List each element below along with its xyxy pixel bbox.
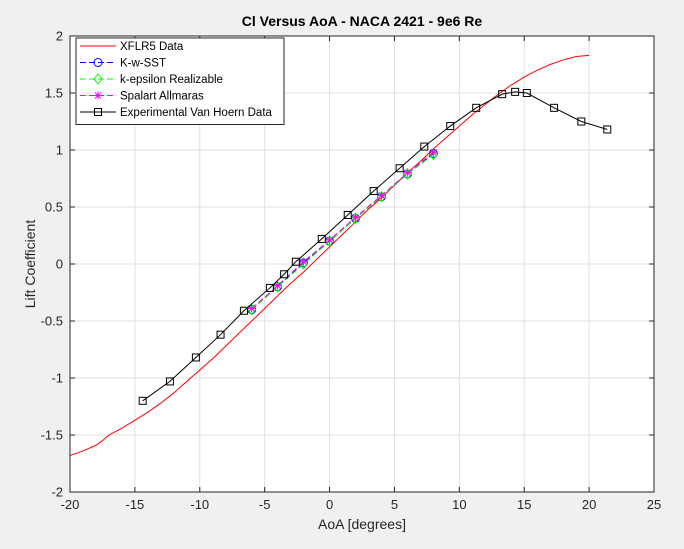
x-tick-label: -5 bbox=[259, 497, 271, 512]
y-tick-label: 0 bbox=[56, 257, 63, 272]
x-tick-label: -20 bbox=[61, 497, 80, 512]
data-point-k-epsilon-realizable bbox=[350, 212, 361, 225]
data-point-k-epsilon-realizable bbox=[273, 280, 283, 293]
data-point-k-epsilon-realizable bbox=[298, 258, 309, 270]
series-layer bbox=[70, 54, 612, 456]
y-tick-label: -1 bbox=[51, 371, 63, 386]
data-point-k-epsilon-realizable bbox=[376, 190, 387, 203]
legend-marker bbox=[94, 91, 102, 100]
legend-label: Spalart Allmaras bbox=[120, 91, 204, 103]
legend-item: XFLR5 Data bbox=[80, 41, 184, 53]
series-spalart-allmaras bbox=[247, 148, 438, 313]
legend-label: XFLR5 Data bbox=[120, 41, 184, 53]
series-line-xflr5-data bbox=[70, 54, 590, 456]
data-point-experimental-van-hoern-data bbox=[420, 142, 429, 151]
y-tick-label: 0.5 bbox=[45, 200, 63, 215]
data-point-spalart-allmaras bbox=[325, 236, 334, 245]
series-line-k-epsilon-realizable bbox=[251, 154, 434, 310]
data-point-experimental-van-hoern-data bbox=[216, 330, 225, 339]
data-point-spalart-allmaras bbox=[273, 281, 282, 290]
data-point-experimental-van-hoern-data bbox=[343, 210, 352, 219]
data-point-spalart-allmaras bbox=[429, 148, 438, 157]
data-point-experimental-van-hoern-data bbox=[191, 353, 200, 362]
tick-labels: -20 -15 -10 -5 0 5 10 15 20 25 -2 -1.5 -1 -0.5 0 0.5 1 1.… bbox=[41, 29, 662, 513]
legend-marker bbox=[94, 108, 102, 116]
legend: XFLR5 Data K-w-SST k-epsilon Realizable Spa… bbox=[75, 37, 285, 125]
series-xflr5-data bbox=[70, 54, 590, 456]
axis-ticks bbox=[69, 35, 655, 493]
y-tick-label: 2 bbox=[56, 29, 63, 44]
data-point-experimental-van-hoern-data bbox=[291, 257, 300, 266]
data-point-experimental-van-hoern-data bbox=[317, 234, 326, 243]
chart-title: Cl Versus AoA - NACA 2421 - 9e6 Re bbox=[242, 13, 483, 29]
legend-label: Experimental Van Hoern Data bbox=[120, 107, 273, 119]
x-tick-label: 20 bbox=[582, 497, 596, 512]
data-point-spalart-allmaras bbox=[351, 213, 360, 222]
legend-item: K-w-SST bbox=[80, 58, 166, 70]
data-point-k-epsilon-realizable bbox=[428, 148, 439, 161]
x-tick-label: 5 bbox=[391, 497, 398, 512]
legend-item: Experimental Van Hoern Data bbox=[80, 107, 273, 119]
data-point-experimental-van-hoern-data bbox=[265, 283, 274, 292]
data-point-experimental-van-hoern-data bbox=[138, 396, 147, 405]
x-tick-label: 25 bbox=[647, 497, 661, 512]
data-point-spalart-allmaras bbox=[299, 257, 308, 266]
x-tick-label: -10 bbox=[190, 497, 209, 512]
data-point-spalart-allmaras bbox=[403, 168, 412, 177]
data-point-spalart-allmaras bbox=[247, 304, 256, 313]
data-point-experimental-van-hoern-data bbox=[550, 103, 559, 112]
data-point-experimental-van-hoern-data bbox=[498, 90, 507, 99]
data-point-k-epsilon-realizable bbox=[247, 303, 257, 316]
data-point-experimental-van-hoern-data bbox=[369, 187, 378, 196]
y-tick-label: -0.5 bbox=[41, 314, 63, 329]
data-point-experimental-van-hoern-data bbox=[165, 377, 174, 386]
series-k-epsilon-realizable bbox=[247, 148, 439, 316]
data-point-k-epsilon-realizable bbox=[402, 168, 413, 180]
data-point-experimental-van-hoern-data bbox=[395, 164, 404, 173]
data-point-experimental-van-hoern-data bbox=[239, 306, 248, 315]
y-axis-label: Lift Coefficient bbox=[22, 220, 38, 309]
data-point-experimental-van-hoern-data bbox=[577, 117, 586, 126]
legend-item: k-epsilon Realizable bbox=[80, 73, 223, 86]
data-point-experimental-van-hoern-data bbox=[511, 87, 520, 96]
x-tick-label: 15 bbox=[517, 497, 531, 512]
data-point-experimental-van-hoern-data bbox=[472, 103, 481, 112]
data-point-experimental-van-hoern-data bbox=[522, 89, 531, 97]
data-point-experimental-van-hoern-data bbox=[280, 270, 289, 279]
y-tick-label: -2 bbox=[51, 485, 63, 500]
series-experimental-van-hoern-data bbox=[138, 87, 612, 405]
legend-marker bbox=[93, 73, 103, 85]
y-tick-label: 1.5 bbox=[45, 86, 63, 101]
data-point-experimental-van-hoern-data bbox=[603, 125, 612, 134]
x-tick-label: -15 bbox=[125, 497, 144, 512]
legend-item: Spalart Allmaras bbox=[80, 91, 204, 103]
series-line-spalart-allmaras bbox=[251, 151, 434, 309]
x-tick-label: 10 bbox=[452, 497, 466, 512]
y-tick-label: -1.5 bbox=[41, 428, 63, 443]
data-point-spalart-allmaras bbox=[377, 191, 386, 200]
y-tick-label: 1 bbox=[56, 143, 63, 158]
legend-marker bbox=[93, 58, 103, 67]
legend-box bbox=[75, 37, 285, 125]
legend-label: k-epsilon Realizable bbox=[120, 74, 223, 86]
legend-label: K-w-SST bbox=[120, 58, 166, 70]
data-point-experimental-van-hoern-data bbox=[446, 122, 455, 131]
x-tick-label: 0 bbox=[326, 497, 333, 512]
x-axis-label: AoA [degrees] bbox=[318, 516, 406, 532]
data-point-k-epsilon-realizable bbox=[324, 235, 335, 248]
